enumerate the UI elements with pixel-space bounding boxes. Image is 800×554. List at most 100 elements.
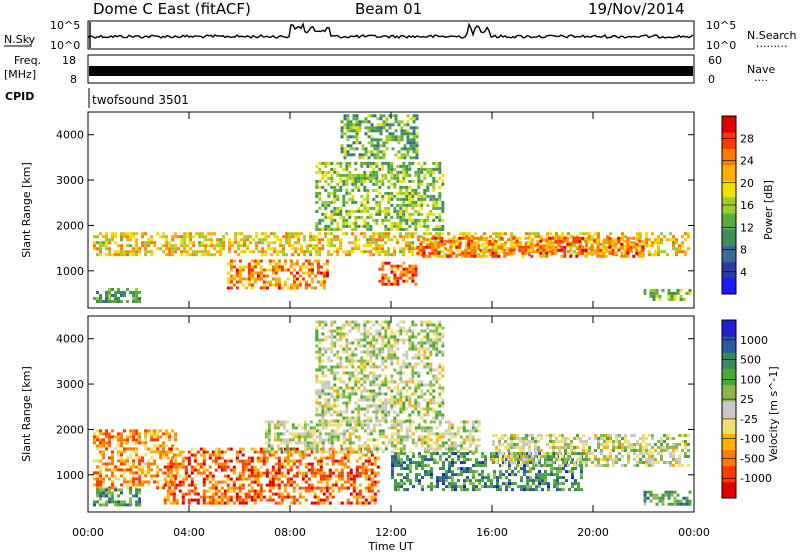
power-cell: [639, 244, 642, 248]
vel-cell: [93, 441, 96, 445]
vel-cell: [417, 413, 421, 417]
power-cell: [183, 250, 187, 254]
power-cell: [277, 283, 281, 287]
vel-cell: [339, 410, 343, 414]
vel-cell: [360, 362, 364, 366]
vel-cell: [366, 341, 370, 345]
vel-cell: [445, 452, 448, 456]
vel-cell: [438, 423, 442, 427]
power-cell: [670, 291, 674, 295]
vel-cell: [339, 377, 343, 381]
vel-cell: [471, 450, 475, 454]
vel-cell: [435, 447, 439, 451]
power-cell: [393, 264, 397, 268]
vel-cell: [439, 467, 442, 471]
vel-cell: [348, 416, 352, 420]
power-cell: [285, 241, 289, 245]
vel-cell: [381, 413, 385, 417]
vel-cell: [436, 476, 439, 480]
vel-cell: [429, 353, 433, 357]
vel-cell: [451, 485, 454, 489]
power-cell: [189, 232, 193, 236]
vel-cell: [423, 413, 427, 417]
power-cell: [441, 173, 445, 177]
vel-cell: [372, 374, 376, 378]
vel-cell: [114, 477, 117, 481]
power-cell: [324, 232, 328, 236]
power-cell: [256, 262, 260, 266]
vel-cell: [409, 458, 412, 462]
vel-cell: [132, 465, 136, 469]
power-cell: [672, 241, 675, 245]
power-cell: [406, 123, 410, 127]
vel-cell: [447, 447, 451, 451]
vel-cell: [289, 453, 293, 457]
vel-cell: [390, 380, 394, 384]
power-cell: [318, 185, 322, 189]
vel-cell: [394, 461, 397, 465]
noise-left-label: N.Sky: [4, 33, 36, 46]
vel-cell: [217, 447, 221, 451]
vel-cell: [330, 341, 334, 345]
power-cell: [226, 271, 230, 275]
power-cell: [591, 238, 594, 242]
power-cell: [105, 291, 108, 294]
power-cell: [387, 179, 391, 183]
power-cell: [494, 245, 498, 249]
power-cell: [381, 164, 385, 168]
power-cell: [250, 277, 254, 281]
power-cell: [265, 280, 269, 284]
vel-cell: [363, 423, 367, 427]
power-cell: [635, 248, 639, 252]
vel-cell: [352, 483, 356, 487]
power-cell: [420, 212, 424, 216]
vel-cell: [343, 462, 347, 466]
power-cell: [207, 238, 211, 242]
vel-cell: [423, 398, 427, 402]
vel-cell: [169, 477, 173, 481]
power-cell: [340, 135, 344, 139]
vel-cell: [295, 459, 299, 463]
power-cell: [342, 250, 346, 254]
power-cell: [641, 239, 645, 243]
vel-cell: [184, 474, 188, 478]
power-cell: [234, 232, 238, 236]
power-cell: [402, 170, 406, 174]
power-cell: [408, 179, 412, 183]
power-cell: [393, 253, 397, 257]
power-cell: [324, 212, 328, 216]
power-cell: [108, 250, 111, 254]
power-cell: [566, 242, 570, 246]
power-cell: [390, 182, 394, 186]
vel-cell: [144, 429, 148, 433]
vel-cell: [340, 447, 344, 451]
vel-cell: [333, 371, 337, 375]
power-cell: [649, 288, 653, 292]
power-cell: [252, 238, 256, 242]
power-cell: [397, 120, 401, 124]
vel-cell: [450, 423, 454, 427]
vel-cell: [396, 432, 400, 436]
power-cell: [639, 250, 642, 254]
vel-cell: [144, 471, 148, 475]
power-cell: [378, 185, 382, 189]
power-cell: [605, 248, 609, 252]
vel-cell: [411, 377, 415, 381]
vel-cell: [429, 329, 433, 333]
power-cell: [273, 247, 277, 251]
power-cell: [240, 250, 244, 254]
power-cell: [324, 170, 328, 174]
power-cell: [354, 238, 358, 242]
vel-cell: [268, 477, 272, 481]
power-cell: [663, 250, 666, 254]
power-cell: [440, 239, 444, 243]
vel-cell: [393, 438, 397, 442]
power-cell: [367, 150, 371, 154]
power-cell: [336, 197, 340, 201]
vel-cell: [267, 450, 271, 454]
vel-cell: [402, 447, 406, 451]
vel-cell: [451, 452, 454, 456]
vel-cell: [150, 438, 154, 442]
vel-cell: [405, 338, 409, 342]
power-cell: [102, 244, 105, 248]
